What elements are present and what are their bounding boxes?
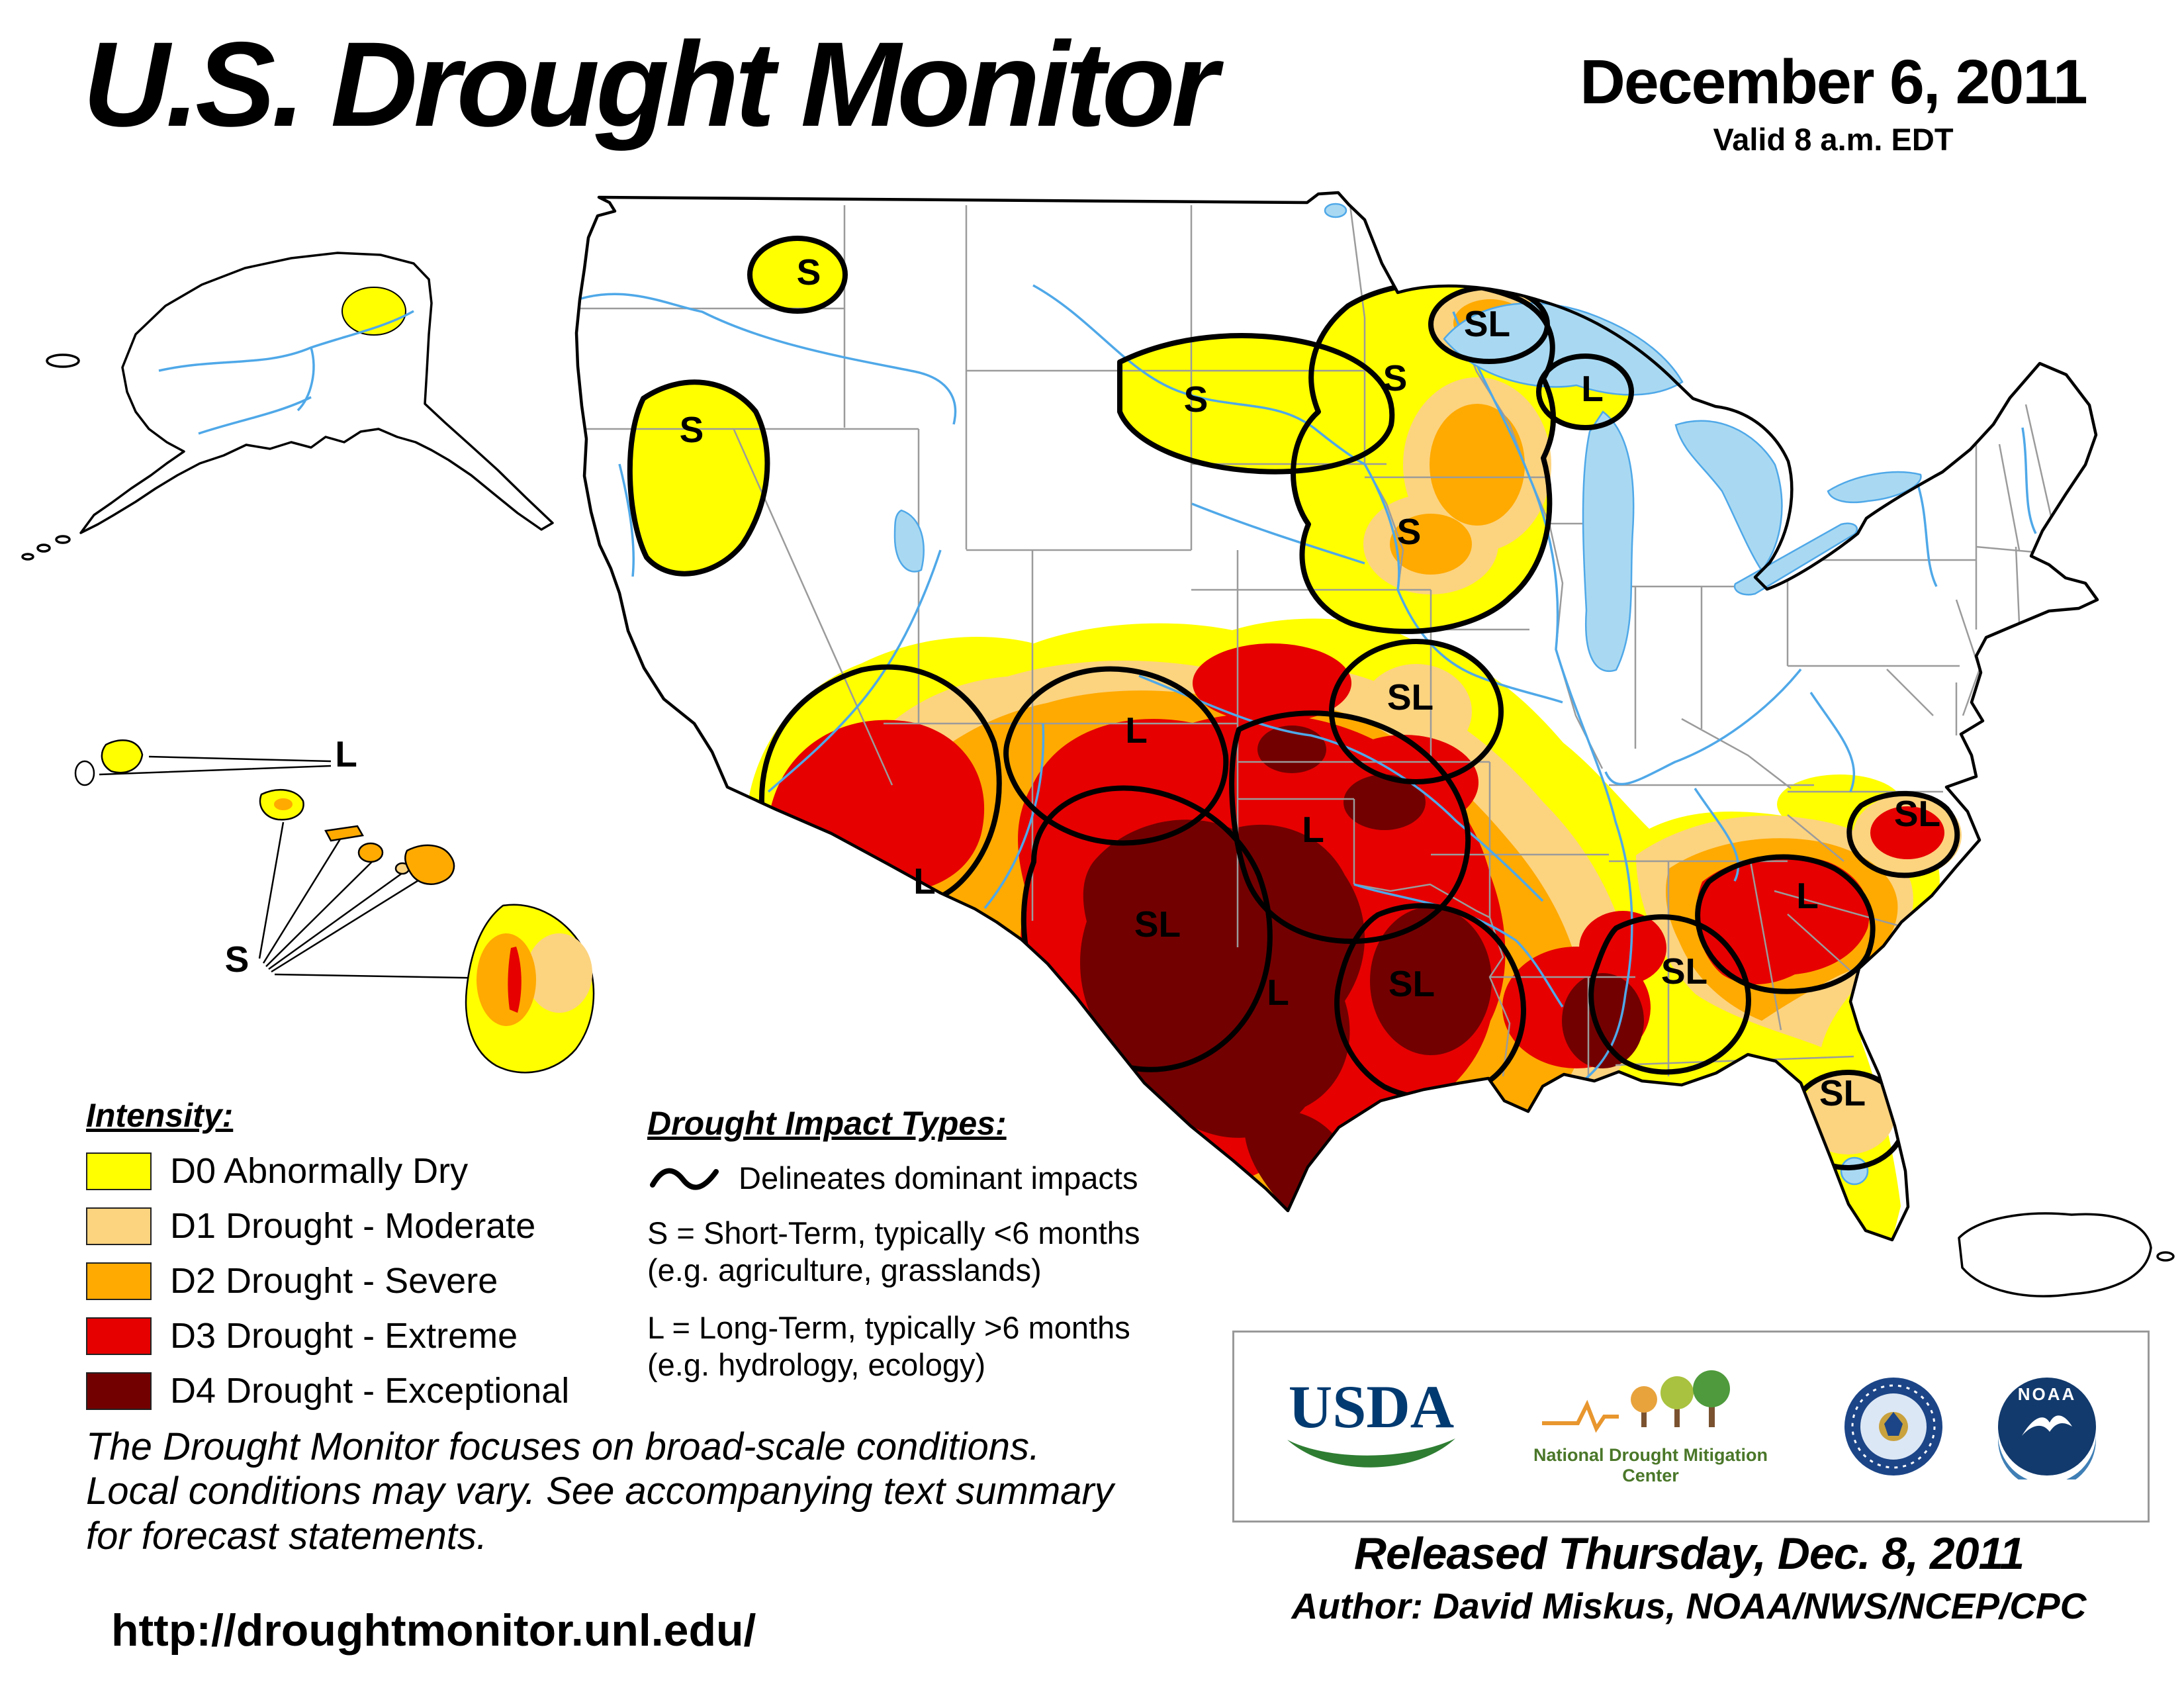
puerto-rico-inset [1958, 1212, 2175, 1297]
d4-swatch [86, 1372, 152, 1410]
intensity-legend: Intensity: D0 Abnormally Dry D1 Drought … [86, 1096, 569, 1425]
impact-label-sl: SL [1387, 677, 1433, 718]
d1-swatch [86, 1207, 152, 1245]
agency-logo-box: USDA National Drought Mitigation Center [1232, 1331, 2150, 1523]
impact-label-l: L [1302, 809, 1324, 850]
impact-label-sl: SL [1464, 303, 1510, 344]
noaa-logo-text: NOAA [2018, 1384, 2077, 1404]
impact-label-s: S [225, 939, 250, 980]
disclaimer-text: The Drought Monitor focuses on broad-sca… [86, 1425, 1114, 1558]
impact-label-s: S [1383, 357, 1408, 399]
impact-types-legend: Drought Impact Types: Delineates dominan… [647, 1104, 1243, 1404]
usda-swoosh-icon [1287, 1438, 1455, 1468]
drought-monitor-url: http://droughtmonitor.unl.edu/ [111, 1605, 756, 1656]
impact-labels: S S S S SL L S SL L L L SL L SL SL L SL SL L S [225, 252, 1940, 1113]
rivers [580, 284, 2037, 1109]
impact-label-sl: SL [1819, 1072, 1866, 1113]
impact-types-heading: Drought Impact Types: [647, 1105, 1007, 1142]
short-term-definition: S = Short-Term, typically <6 months (e.g… [647, 1215, 1140, 1288]
legend-item-d4: D4 Drought - Exceptional [86, 1370, 569, 1411]
d3-swatch [86, 1317, 152, 1355]
legend-item-d3: D3 Drought - Extreme [86, 1315, 569, 1356]
impact-label-sl: SL [1894, 793, 1940, 834]
impact-label-s: S [1397, 511, 1422, 552]
impact-label-l: L [1581, 368, 1604, 409]
impact-label-l: L [913, 861, 936, 902]
impact-label-s: S [680, 409, 704, 450]
delineates-text: Delineates dominant impacts [739, 1160, 1138, 1196]
long-term-definition: L = Long-Term, typically >6 months (e.g.… [647, 1309, 1130, 1383]
impact-label-l: L [335, 733, 357, 774]
noaa-logo: NOAA [1998, 1378, 2096, 1479]
ndmc-trees-icon [1542, 1370, 1730, 1432]
usda-logo: USDA [1282, 1376, 1461, 1474]
impact-label-sl: SL [1388, 963, 1435, 1004]
valid-time: Valid 8 a.m. EDT [1713, 122, 1954, 157]
hawaii-inset [74, 739, 595, 1074]
state-borders [577, 205, 2057, 1080]
d2-swatch [86, 1262, 152, 1300]
commerce-seal-icon [1844, 1378, 1942, 1476]
release-block: Released Thursday, Dec. 8, 2011 Author: … [1232, 1528, 2146, 1627]
impact-label-l: L [1125, 710, 1148, 751]
impact-label-s: S [1184, 379, 1208, 420]
map-date: December 6, 2011 [1580, 47, 2088, 117]
ndmc-logo: National Drought Mitigation Center [1508, 1368, 1793, 1486]
page-title: U.S. Drought Monitor [83, 17, 1218, 152]
impact-label-l: L [1267, 972, 1289, 1013]
legend-item-d2: D2 Drought - Severe [86, 1260, 569, 1301]
intensity-heading: Intensity: [86, 1097, 234, 1134]
author-line: Author: David Miskus, NOAA/NWS/NCEP/CPC [1291, 1585, 2087, 1626]
impact-label-l: L [1796, 875, 1819, 916]
impact-label-s: S [797, 252, 821, 293]
squiggle-icon [650, 1168, 719, 1190]
legend-item-d1: D1 Drought - Moderate [86, 1205, 569, 1246]
impact-label-sl: SL [1661, 951, 1707, 992]
d0-swatch [86, 1152, 152, 1190]
released-date: Released Thursday, Dec. 8, 2011 [1353, 1528, 2025, 1579]
impact-label-sl: SL [1134, 904, 1181, 945]
alaska-inset [21, 252, 554, 561]
date-block: December 6, 2011 Valid 8 a.m. EDT [1516, 46, 2151, 158]
legend-item-d0: D0 Abnormally Dry [86, 1150, 569, 1192]
